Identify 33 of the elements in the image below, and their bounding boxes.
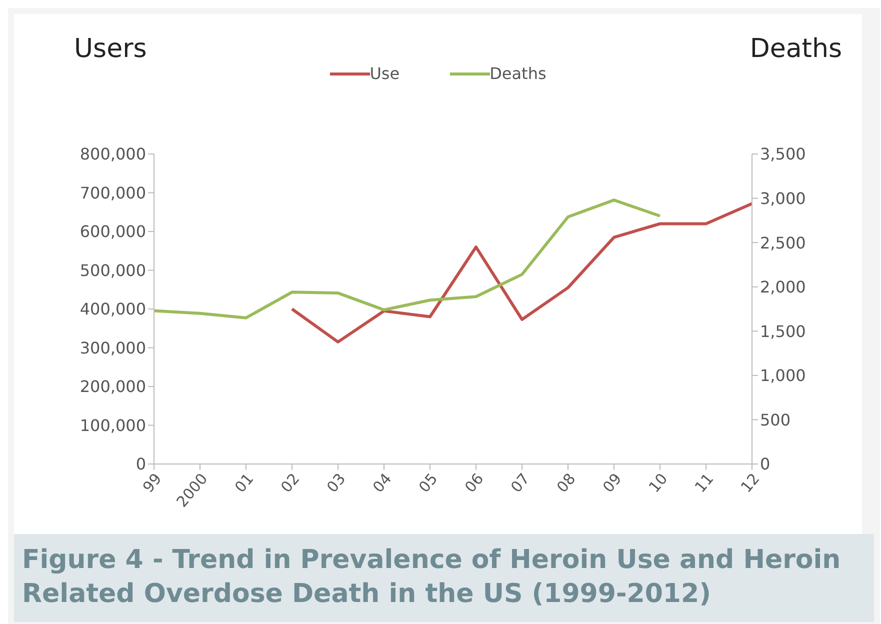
y2-tick-label: 3,000 — [760, 188, 806, 208]
text: Figure 4 - Trend in Prevalence of Heroin Use and Heroin Related Overdose Death in the US (1999-2012) — [14, 534, 874, 622]
x-tick-label: 09 — [599, 470, 626, 496]
y-tick-label: 600,000 — [80, 222, 146, 242]
x-tick-label: 03 — [323, 470, 350, 496]
legend-label: Deaths — [490, 64, 546, 83]
y2-tick-label: 1,500 — [760, 322, 806, 341]
y-tick-label: 100,000 — [80, 416, 146, 435]
x-tick-label: 11 — [691, 470, 718, 496]
x-tick-label: 01 — [231, 470, 258, 496]
y-tick-label: 800,000 — [80, 144, 146, 164]
y2-tick-label: 1,000 — [760, 366, 806, 386]
x-tick-label: 05 — [415, 470, 442, 496]
x-tick-label: 04 — [369, 470, 396, 496]
y-axis-title: Users — [74, 34, 147, 64]
y2-tick-label: 500 — [760, 410, 791, 430]
x-tick-label: 08 — [553, 470, 580, 496]
y-tick-label: 400,000 — [80, 300, 146, 319]
y2-tick-label: 2,500 — [760, 233, 806, 252]
y2-tick-label: 2,000 — [760, 278, 806, 297]
y2-tick-label: 3,500 — [760, 144, 806, 164]
y-tick-label: 300,000 — [80, 338, 146, 358]
x-tick-label: 06 — [461, 470, 488, 496]
y-tick-label: 700,000 — [80, 183, 146, 202]
line-series — [290, 202, 754, 344]
x-tick-label: 02 — [277, 470, 304, 496]
line-series — [152, 198, 662, 320]
legend-label: Use — [370, 64, 400, 83]
y-tick-label: 200,000 — [80, 377, 146, 396]
y2-axis-title: Deaths — [750, 34, 842, 64]
x-tick-label: 10 — [645, 470, 672, 496]
x-tick-label: 07 — [507, 470, 534, 496]
y-tick-label: 500,000 — [80, 260, 146, 280]
